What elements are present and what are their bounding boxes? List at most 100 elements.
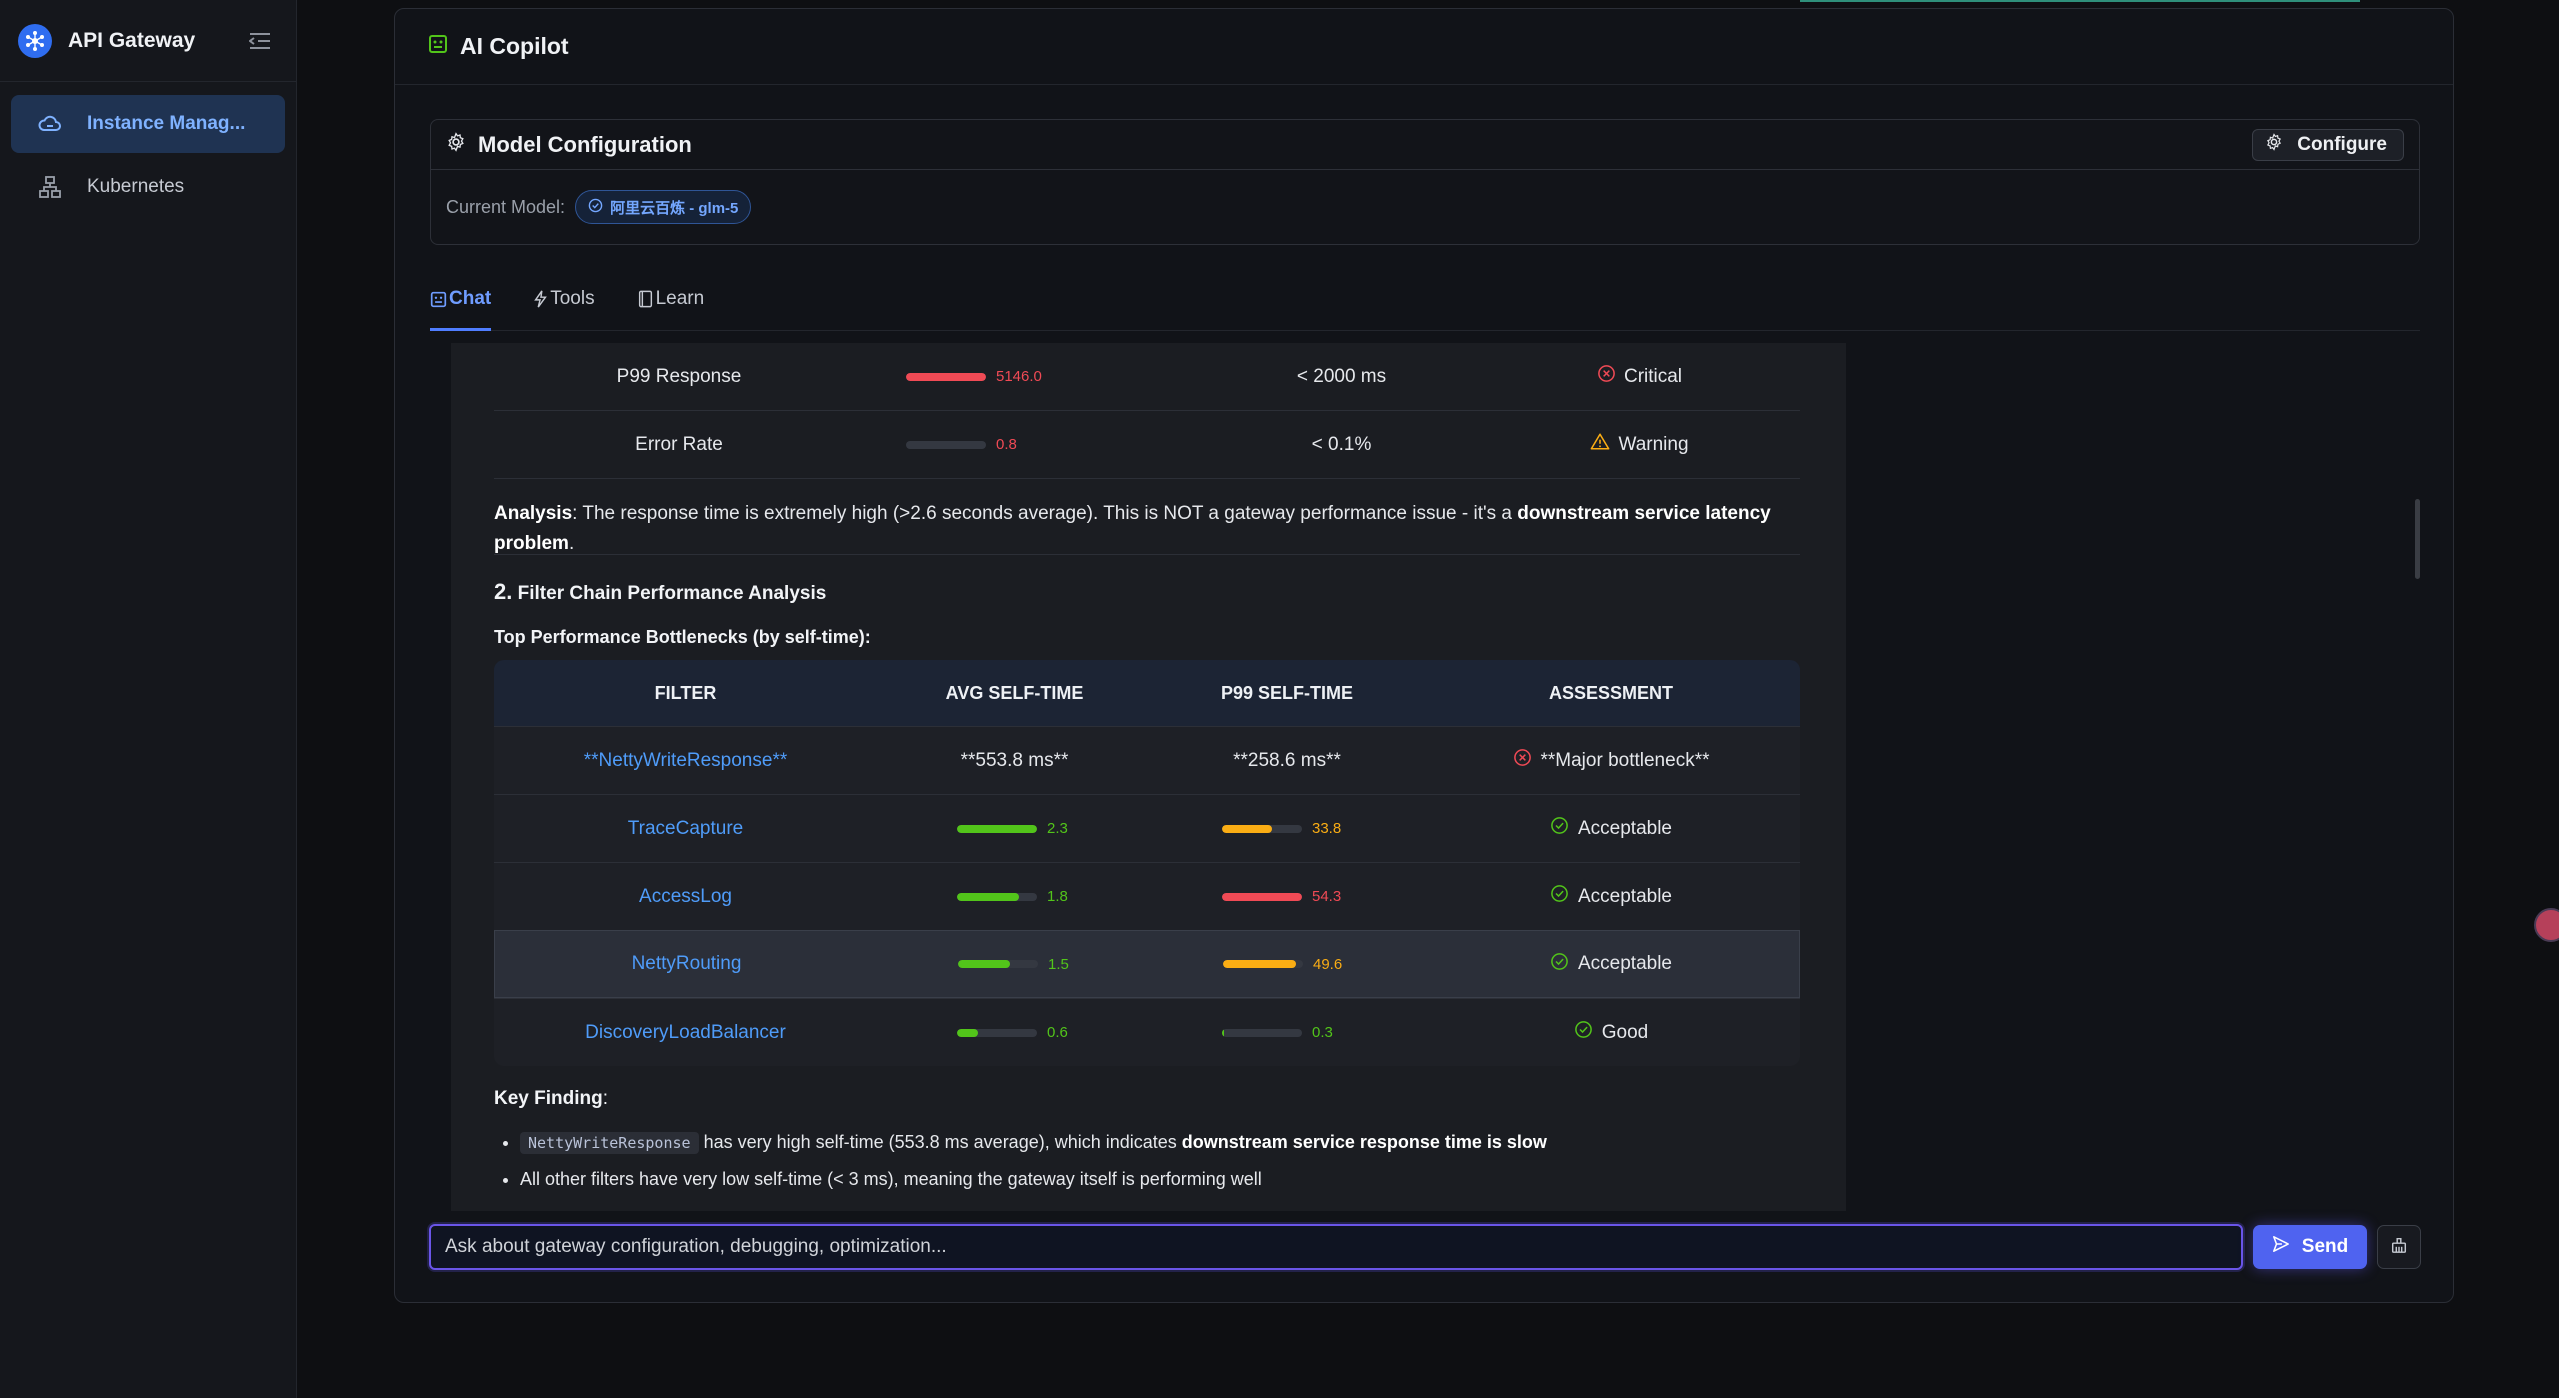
tab-bar: Chat Tools Learn xyxy=(430,269,2420,331)
sidebar-header: API Gateway xyxy=(0,0,296,82)
p99-progress-bar xyxy=(1222,824,1302,833)
x-circle-icon xyxy=(1513,748,1532,773)
robot-icon xyxy=(430,291,447,308)
p99-value: 0.3 xyxy=(1312,1024,1333,1041)
filter-table: FILTER AVG SELF-TIME P99 SELF-TIME ASSES… xyxy=(494,660,1800,1066)
avg-self-time: 1.5 xyxy=(878,956,1153,973)
configure-button[interactable]: Configure xyxy=(2252,128,2404,161)
filter-name-link[interactable]: DiscoveryLoadBalancer xyxy=(585,1021,786,1043)
analysis-bold: downstream service latency problem xyxy=(494,503,1771,554)
tab-chat[interactable]: Chat xyxy=(430,268,492,331)
key-finding-list: NettyWriteResponse has very high self-ti… xyxy=(494,1124,1800,1197)
metric-status-label: Critical xyxy=(1623,365,1683,387)
metric-target: < 2000 ms xyxy=(1296,365,1387,387)
avg-value: 1.8 xyxy=(1047,888,1068,905)
metric-value: 5146.0 xyxy=(996,368,1042,385)
avg-progress-bar xyxy=(957,1028,1037,1037)
header-avg-self-time: AVG SELF-TIME xyxy=(945,682,1084,703)
avg-self-time: 0.6 xyxy=(877,1024,1152,1041)
check-circle-icon xyxy=(1574,1020,1593,1045)
metric-name: Error Rate xyxy=(635,433,723,455)
ai-copilot-panel: AI Copilot Model Configuration Configure… xyxy=(394,8,2454,1303)
send-button[interactable]: Send xyxy=(2253,1225,2367,1269)
p99-progress-bar xyxy=(1222,1028,1302,1037)
p99-progress-fill xyxy=(1222,824,1272,833)
p99-progress-bar xyxy=(1223,960,1303,968)
send-label: Send xyxy=(2301,1236,2349,1257)
check-circle-icon xyxy=(1550,816,1569,841)
robot-icon xyxy=(428,34,448,59)
assessment-label: **Major bottleneck** xyxy=(1540,749,1710,771)
model-config-title: Model Configuration xyxy=(478,131,692,157)
metric-bar-cell: 0.8 xyxy=(864,436,1204,453)
metric-name: P99 Response xyxy=(616,365,742,387)
avg-value: 0.6 xyxy=(1047,1024,1068,1041)
sidebar-item-instance-management[interactable]: Instance Manag... xyxy=(11,95,285,153)
avg-progress-bar xyxy=(957,892,1037,901)
header-p99-self-time: P99 SELF-TIME xyxy=(1220,682,1354,703)
tab-label: Learn xyxy=(655,288,705,309)
clear-chat-button[interactable] xyxy=(2377,1225,2421,1269)
analysis-label: Analysis xyxy=(494,503,573,524)
sitemap-icon xyxy=(37,174,63,200)
check-circle-icon xyxy=(1550,884,1569,909)
app-logo-icon xyxy=(18,23,52,58)
panel-title: AI Copilot xyxy=(460,33,569,59)
p99-progress-fill xyxy=(1222,892,1302,901)
metric-value: 0.8 xyxy=(996,436,1017,453)
avg-progress-fill xyxy=(957,824,1037,833)
metric-status: Warning xyxy=(1479,432,1800,457)
metric-row: Error Rate 0.8 < 0.1% Warning xyxy=(494,411,1800,479)
p99-self-time: 54.3 xyxy=(1152,888,1422,905)
p99-value: 33.8 xyxy=(1312,820,1342,837)
sidebar-item-label: Kubernetes xyxy=(87,176,185,197)
p99-value: 54.3 xyxy=(1312,888,1342,905)
table-row: DiscoveryLoadBalancer 0.6 0.3 Good xyxy=(494,998,1800,1066)
book-icon xyxy=(637,290,654,308)
analysis-paragraph: Analysis: The response time is extremely… xyxy=(494,479,1800,555)
assessment-label: Acceptable xyxy=(1577,885,1672,907)
collapse-menu-icon[interactable] xyxy=(246,27,274,55)
assessment-cell: Good xyxy=(1422,1020,1800,1045)
metric-row: P99 Response 5146.0 < 2000 ms Critical xyxy=(494,343,1800,411)
table-row: NettyRouting 1.5 49.6 Acceptable xyxy=(494,930,1800,998)
p99-progress-fill xyxy=(1223,960,1296,968)
filter-name-link[interactable]: NettyRouting xyxy=(631,953,742,974)
metric-target: < 0.1% xyxy=(1311,433,1372,455)
list-item: NettyWriteResponse has very high self-ti… xyxy=(520,1124,1800,1161)
scrollbar-thumb[interactable] xyxy=(2415,499,2420,579)
bullet-text: has very high self-time (553.8 ms averag… xyxy=(698,1132,1182,1152)
current-model-label: Current Model: xyxy=(446,196,566,217)
section-title: Filter Chain Performance Analysis xyxy=(512,583,827,604)
send-icon xyxy=(2272,1235,2290,1259)
p99-self-time: 49.6 xyxy=(1153,956,1423,973)
chat-messages[interactable]: P99 Response 5146.0 < 2000 ms Critical E… xyxy=(451,343,1846,1211)
header-assessment: ASSESSMENT xyxy=(1548,682,1674,703)
p99-self-time: 0.3 xyxy=(1152,1024,1422,1041)
floating-assistant-icon[interactable] xyxy=(2534,908,2559,942)
sidebar-nav: Instance Manag... Kubernetes xyxy=(0,82,296,234)
assessment-cell: Acceptable xyxy=(1422,884,1800,909)
metric-status-label: Warning xyxy=(1618,433,1689,455)
tab-learn[interactable]: Learn xyxy=(637,268,705,330)
filter-name-link[interactable]: AccessLog xyxy=(639,885,732,907)
p99-self-time: **258.6 ms** xyxy=(1233,749,1341,771)
chat-input[interactable] xyxy=(431,1226,2241,1268)
sidebar-item-kubernetes[interactable]: Kubernetes xyxy=(11,158,285,216)
current-model-row: Current Model: 阿里云百炼 - glm-5 xyxy=(431,170,2419,244)
p99-value: 49.6 xyxy=(1313,955,1343,973)
section-subtitle: Top Performance Bottlenecks (by self-tim… xyxy=(494,627,871,647)
metric-progress-fill xyxy=(906,372,986,381)
sidebar: API Gateway Instance Manag... Kubernetes xyxy=(0,0,297,1398)
clear-icon xyxy=(2390,1236,2408,1259)
table-row: TraceCapture 2.3 33.8 Acceptable xyxy=(494,794,1800,862)
table-row: **NettyWriteResponse** **553.8 ms** **258… xyxy=(494,726,1800,794)
filter-name-link[interactable]: **NettyWriteResponse** xyxy=(583,749,788,771)
p99-self-time: 33.8 xyxy=(1152,820,1422,837)
model-configuration-card: Model Configuration Configure Current Mo… xyxy=(430,119,2420,245)
gear-icon xyxy=(446,132,466,157)
avg-value: 2.3 xyxy=(1047,820,1068,837)
section-heading: 2. Filter Chain Performance Analysis xyxy=(494,579,1800,605)
filter-name-link[interactable]: TraceCapture xyxy=(627,817,744,839)
tab-tools[interactable]: Tools xyxy=(533,268,595,330)
